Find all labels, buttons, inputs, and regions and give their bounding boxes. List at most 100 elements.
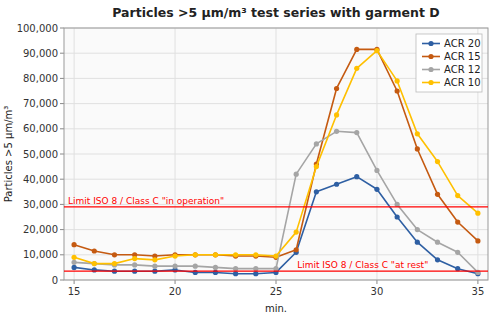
marker <box>395 78 400 83</box>
marker <box>354 66 359 71</box>
tick <box>60 280 64 281</box>
tick-label: 50,000 <box>23 149 58 160</box>
marker <box>71 260 76 265</box>
tick-label: 20,000 <box>23 224 58 235</box>
reference-line <box>64 206 488 207</box>
tick <box>60 254 64 255</box>
marker <box>475 211 480 216</box>
marker <box>395 202 400 207</box>
grid-line <box>376 28 377 280</box>
marker <box>213 265 218 270</box>
legend: ACR 20ACR 15ACR 12ACR 10 <box>416 34 482 92</box>
marker <box>455 250 460 255</box>
x-axis-label: min. <box>265 303 287 314</box>
marker <box>354 130 359 135</box>
marker <box>213 252 218 257</box>
marker <box>152 257 157 262</box>
legend-marker <box>428 54 433 59</box>
marker <box>112 261 117 266</box>
marker <box>132 262 137 267</box>
marker <box>415 227 420 232</box>
reference-label: Limit ISO 8 / Class C "in operation" <box>68 196 224 206</box>
tick <box>60 229 64 230</box>
legend-box <box>416 34 482 92</box>
tick-label: 80,000 <box>23 73 58 84</box>
marker <box>253 252 258 257</box>
tick <box>477 280 478 284</box>
marker <box>435 257 440 262</box>
tick <box>60 154 64 155</box>
marker <box>314 141 319 146</box>
tick <box>60 103 64 104</box>
tick-label: 25 <box>270 286 283 297</box>
reference-label: Limit ISO 8 / Class C "at rest" <box>297 260 428 270</box>
marker <box>475 238 480 243</box>
tick <box>276 280 277 284</box>
grid <box>64 28 488 280</box>
marker <box>71 265 76 270</box>
tick <box>74 280 75 284</box>
marker <box>253 271 258 276</box>
reference-line <box>64 270 488 271</box>
marker <box>172 264 177 269</box>
marker <box>193 264 198 269</box>
legend-marker <box>428 41 433 46</box>
marker <box>92 248 97 253</box>
legend-label: ACR 20 <box>444 38 481 49</box>
marker <box>374 48 379 53</box>
tick <box>60 28 64 29</box>
marker <box>314 189 319 194</box>
marker <box>395 214 400 219</box>
marker <box>415 146 420 151</box>
marker <box>334 86 339 91</box>
tick-label: 20 <box>169 286 182 297</box>
tick-label: 70,000 <box>23 98 58 109</box>
tick-label: 90,000 <box>23 48 58 59</box>
tick <box>60 78 64 79</box>
marker <box>435 159 440 164</box>
marker <box>193 252 198 257</box>
marker <box>334 129 339 134</box>
marker <box>172 253 177 258</box>
marker <box>395 88 400 93</box>
plot-area <box>64 28 488 280</box>
marker <box>314 164 319 169</box>
tick <box>60 128 64 129</box>
marker <box>294 172 299 177</box>
legend-label: ACR 12 <box>444 64 481 75</box>
marker <box>92 261 97 266</box>
marker <box>334 182 339 187</box>
marker <box>294 230 299 235</box>
marker <box>435 240 440 245</box>
title: Particles >5 μm/m³ test series with garm… <box>112 5 439 20</box>
tick-label: 100,000 <box>17 23 58 34</box>
marker <box>334 112 339 117</box>
legend-marker <box>428 80 433 85</box>
tick-label: 15 <box>68 286 81 297</box>
marker <box>71 255 76 260</box>
marker <box>294 247 299 252</box>
series-line <box>74 177 478 274</box>
grid-line <box>276 28 277 280</box>
tick <box>175 280 176 284</box>
marker <box>415 240 420 245</box>
tick-label: 35 <box>472 286 485 297</box>
marker <box>374 168 379 173</box>
tick-label: 40,000 <box>23 174 58 185</box>
marker <box>455 219 460 224</box>
legend-label: ACR 15 <box>444 51 481 62</box>
tick <box>376 280 377 284</box>
tick <box>60 179 64 180</box>
tick <box>60 204 64 205</box>
marker <box>132 256 137 261</box>
y-axis-label: Particles >5 μm/m³ <box>3 106 14 202</box>
chart: 010,00020,00030,00040,00050,00060,00070,… <box>0 0 500 319</box>
marker <box>112 252 117 257</box>
marker <box>71 242 76 247</box>
marker <box>354 47 359 52</box>
tick-label: 30,000 <box>23 199 58 210</box>
marker <box>415 131 420 136</box>
marker <box>233 271 238 276</box>
marker <box>455 193 460 198</box>
tick-label: 30 <box>371 286 384 297</box>
